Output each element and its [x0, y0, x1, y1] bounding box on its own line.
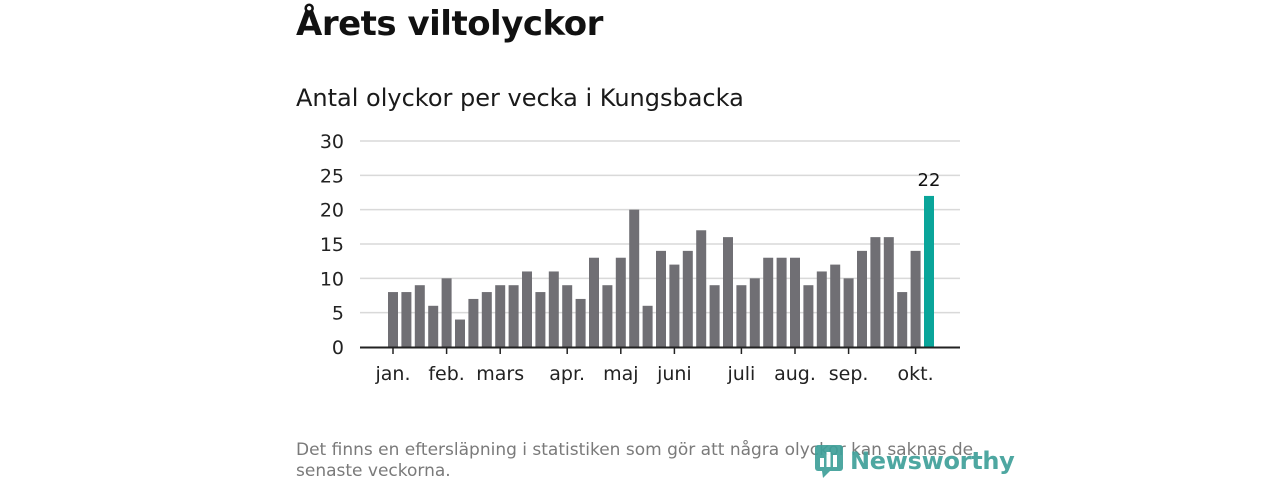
y-tick-label: 5	[332, 303, 344, 325]
y-tick-label: 20	[320, 200, 344, 222]
bar	[656, 250, 666, 347]
bar	[897, 292, 908, 347]
bar	[455, 319, 465, 347]
bar	[428, 305, 439, 347]
bar	[468, 298, 479, 347]
chart-bars: 22	[388, 170, 940, 347]
bar	[642, 305, 653, 347]
bar	[696, 230, 707, 347]
bar	[589, 257, 599, 347]
bar	[441, 278, 452, 347]
bar	[522, 271, 532, 347]
bar	[803, 285, 814, 347]
bar	[843, 278, 854, 347]
newsworthy-logo: Newsworthy	[814, 444, 1015, 478]
bar	[883, 237, 894, 347]
y-tick-label: 0	[332, 337, 344, 359]
bar	[602, 285, 613, 347]
bar	[562, 285, 573, 347]
chart-title: Antal olyckor per vecka i Kungsbacka	[296, 84, 744, 112]
footnote: Det finns en eftersläpning i statistiken…	[296, 440, 974, 481]
y-axis-ticks: 0 5 10 15 20 25 30	[320, 131, 344, 359]
bar	[910, 250, 921, 347]
bar	[535, 292, 546, 347]
bar	[495, 285, 506, 347]
bar	[682, 250, 693, 347]
bar	[763, 257, 774, 347]
bar	[508, 285, 519, 347]
bar-chart-speech-icon	[814, 444, 844, 478]
y-tick-label: 10	[320, 268, 344, 290]
bar	[388, 292, 398, 347]
bar	[481, 292, 492, 347]
bar	[790, 257, 800, 347]
bar	[548, 271, 559, 347]
x-tick-label: juni	[656, 363, 692, 385]
x-tick-label: feb.	[428, 363, 464, 385]
bar	[709, 285, 720, 347]
bar	[736, 285, 747, 347]
y-tick-label: 25	[320, 165, 344, 187]
bar	[816, 271, 827, 347]
x-tick-label: sep.	[829, 363, 869, 385]
bar-value-label: 22	[918, 170, 941, 191]
y-tick-label: 30	[320, 131, 344, 153]
bar	[830, 264, 841, 347]
bar	[749, 278, 760, 347]
bar	[575, 298, 586, 347]
bar	[723, 237, 733, 347]
logo-text: Newsworthy	[850, 447, 1015, 475]
x-tick-label: okt.	[898, 363, 934, 385]
bar	[857, 250, 867, 347]
x-tick-label: juli	[726, 363, 755, 385]
y-tick-label: 15	[320, 234, 344, 256]
x-tick-label: jan.	[374, 363, 410, 385]
x-axis-ticks: jan. feb. mars apr. maj juni juli aug. sep. okt.	[374, 348, 934, 385]
page-title: Årets viltolyckor	[296, 4, 603, 44]
x-tick-label: apr.	[549, 363, 585, 385]
x-tick-label: maj	[603, 363, 638, 385]
bar	[629, 209, 640, 347]
bar	[615, 257, 626, 347]
bar	[870, 237, 881, 347]
bar	[414, 285, 425, 347]
bar	[776, 257, 787, 347]
x-tick-label: aug.	[774, 363, 816, 385]
bar	[401, 292, 412, 347]
x-tick-label: mars	[476, 363, 524, 385]
bar-highlight	[924, 195, 934, 347]
bar	[669, 264, 680, 347]
